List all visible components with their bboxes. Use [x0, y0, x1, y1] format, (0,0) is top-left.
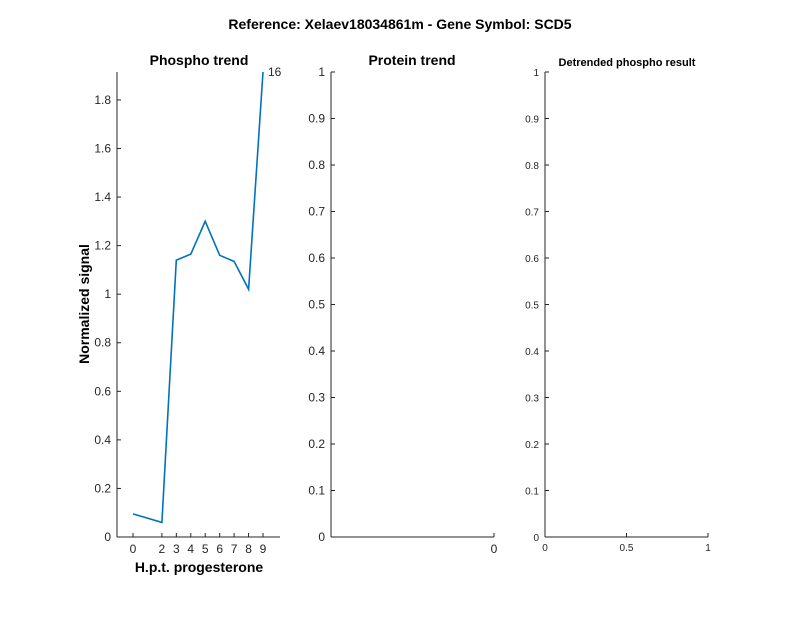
protein-x-tick-label: 0: [491, 542, 498, 556]
detrended-y-ticks: 0 0.1 0.2 0.3 0.4 0.5 0.6 0.7 0.8 0.9 1: [525, 68, 549, 544]
protein-trend-title: Protein trend: [368, 52, 455, 68]
phospho-x-tick-label: 9: [260, 542, 267, 556]
phospho-x-tick-label: 8: [245, 542, 252, 556]
detrended-y-tick-label: 0.6: [525, 254, 539, 265]
detrended-y-tick-label: 0.7: [525, 208, 539, 219]
detrended-y-tick-label: 0.1: [525, 487, 539, 498]
phospho-x-tick-label: 4: [187, 542, 194, 556]
detrended-y-tick-label: 0: [533, 533, 539, 544]
protein-y-tick-label: 0.8: [308, 158, 325, 172]
protein-y-tick-label: 0.6: [308, 251, 325, 265]
protein-trend-panel: Protein trend 00.10.20.30.40.50.60.70.80…: [308, 52, 497, 556]
protein-y-tick-label: 0.2: [308, 437, 325, 451]
protein-y-tick-label: 1: [318, 65, 325, 79]
detrended-y-tick-label: 0.9: [525, 115, 539, 126]
protein-y-ticks: 0 0.1 0.2 0.3 0.4 0.5 0.6 0.7 0.8 0.9 1: [308, 65, 335, 544]
phospho-y-tick-label: 1.8: [94, 93, 111, 107]
phospho-trend-panel: Phospho trend 0 0.2 0.4 0.6 0.8 1 1.2 1.4 1.6 1.8…: [76, 52, 282, 575]
phospho-annotation: 16: [268, 65, 282, 79]
phospho-y-tick-label: 1.2: [94, 239, 111, 253]
phospho-y-tick-label: 0.4: [94, 433, 111, 447]
phospho-y-tick-label: 0.2: [94, 481, 111, 495]
detrended-x-tick-label: 0.5: [620, 543, 634, 554]
detrended-y-tick-label: 1: [533, 68, 539, 79]
protein-y-tick-label: 0.1: [308, 484, 325, 498]
detrended-phospho-title: Detrended phospho result: [559, 57, 696, 69]
phospho-y-tick-label: 0.6: [94, 384, 111, 398]
detrended-x-tick-label: 0: [542, 543, 548, 554]
protein-y-tick-label: 0.3: [308, 391, 325, 405]
phospho-x-tick-label: 6: [216, 542, 223, 556]
phospho-x-tick-label: 5: [202, 542, 209, 556]
detrended-phospho-panel: Detrended phospho result 0 0.1 0.2 0.3 0.4 0.…: [525, 57, 711, 554]
phospho-y-tick-label: 1: [104, 287, 111, 301]
detrended-x-ticks: 0 0.5 1: [542, 533, 711, 554]
phospho-x-tick-label: 7: [231, 542, 238, 556]
protein-y-tick-label: 0.9: [308, 112, 325, 126]
phospho-y-tick-label: 0.8: [94, 336, 111, 350]
detrended-y-tick-label: 0.2: [525, 440, 539, 451]
detrended-x-tick-label: 1: [705, 543, 711, 554]
phospho-y-tick-label: 0: [104, 530, 111, 544]
protein-y-tick-label: 0.5: [308, 298, 325, 312]
detrended-y-tick-label: 0.3: [525, 394, 539, 405]
protein-y-tick-label: 0: [318, 530, 325, 544]
protein-y-tick-label: 0.4: [308, 344, 325, 358]
phospho-y-ticks: 0 0.2 0.4 0.6 0.8 1 1.2 1.4 1.6 1.8: [94, 93, 121, 544]
phospho-x-tick-label: 0: [130, 542, 137, 556]
phospho-x-tick-label: 2: [159, 542, 166, 556]
detrended-y-tick-label: 0.5: [525, 301, 539, 312]
phospho-series-line: [132, 71, 264, 524]
phospho-y-tick-label: 1.4: [94, 190, 111, 204]
phospho-x-label: H.p.t. progesterone: [135, 559, 264, 575]
figure-title: Reference: Xelaev18034861m - Gene Symbol…: [228, 16, 571, 32]
phospho-y-tick-label: 1.6: [94, 141, 111, 155]
phospho-trend-title: Phospho trend: [150, 52, 249, 68]
phospho-x-tick-label: 3: [173, 542, 180, 556]
protein-y-tick-label: 0.7: [308, 205, 325, 219]
detrended-y-tick-label: 0.8: [525, 161, 539, 172]
phospho-y-label: Normalized signal: [76, 244, 92, 364]
detrended-y-tick-label: 0.4: [525, 347, 539, 358]
